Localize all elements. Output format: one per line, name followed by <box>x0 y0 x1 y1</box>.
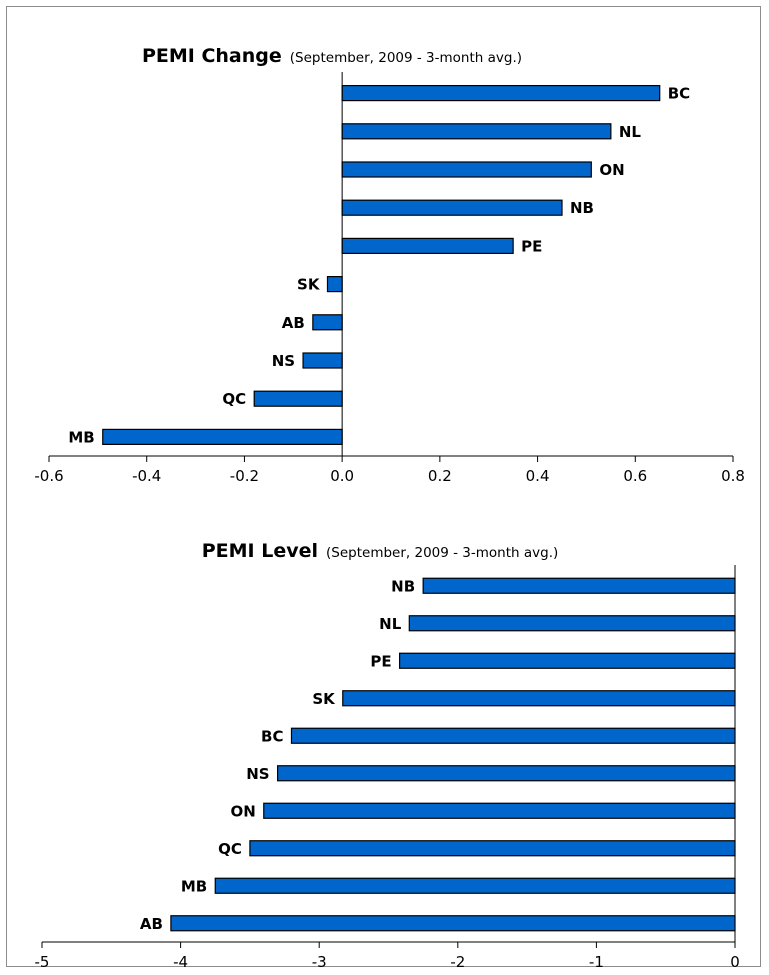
bar-label: NS <box>272 352 295 370</box>
chart-title: PEMI Change (September, 2009 - 3-month a… <box>142 45 522 67</box>
x-tick-label: 0.8 <box>721 467 745 485</box>
bar-bc <box>341 84 661 102</box>
x-tick-label: 0.6 <box>623 467 647 485</box>
bar-label: PE <box>521 237 542 255</box>
bar-label: NL <box>619 123 642 141</box>
bar-nl <box>341 123 612 140</box>
x-tick-label: -0.6 <box>34 467 63 485</box>
bar-label: SK <box>297 276 321 294</box>
x-tick-label: -0.4 <box>132 467 161 485</box>
bar-ns <box>302 352 343 369</box>
bar-group: BC NL ON NB PE SK AB NS QC MB <box>68 85 690 447</box>
bar-ab <box>312 314 343 331</box>
bar-label: NB <box>570 199 594 217</box>
bar-label: QC <box>222 390 246 408</box>
bar-label: AB <box>282 314 305 332</box>
bar-label: ON <box>599 161 624 179</box>
bar-pe <box>341 237 514 254</box>
chart-pemi-change: PEMI Change (September, 2009 - 3-month a… <box>34 45 745 485</box>
bar-label: MB <box>68 428 94 446</box>
bar-nb <box>341 199 563 216</box>
x-tick-label: 0.4 <box>526 467 550 485</box>
chart-title-main: PEMI Change <box>142 45 282 67</box>
x-axis: -0.6 -0.4 -0.2 0.0 0.2 0.4 0.6 0.8 <box>34 72 745 485</box>
bar-qc <box>253 390 343 407</box>
x-tick-label: -0.2 <box>230 467 259 485</box>
bar-on <box>341 161 592 178</box>
x-tick-label: 0.2 <box>428 467 452 485</box>
x-tick-label: 0.0 <box>330 467 354 485</box>
bar-mb <box>102 428 343 445</box>
bar-sk <box>326 276 343 293</box>
bar-label: BC <box>668 85 690 103</box>
chart-title-sub: (September, 2009 - 3-month avg.) <box>290 50 522 66</box>
